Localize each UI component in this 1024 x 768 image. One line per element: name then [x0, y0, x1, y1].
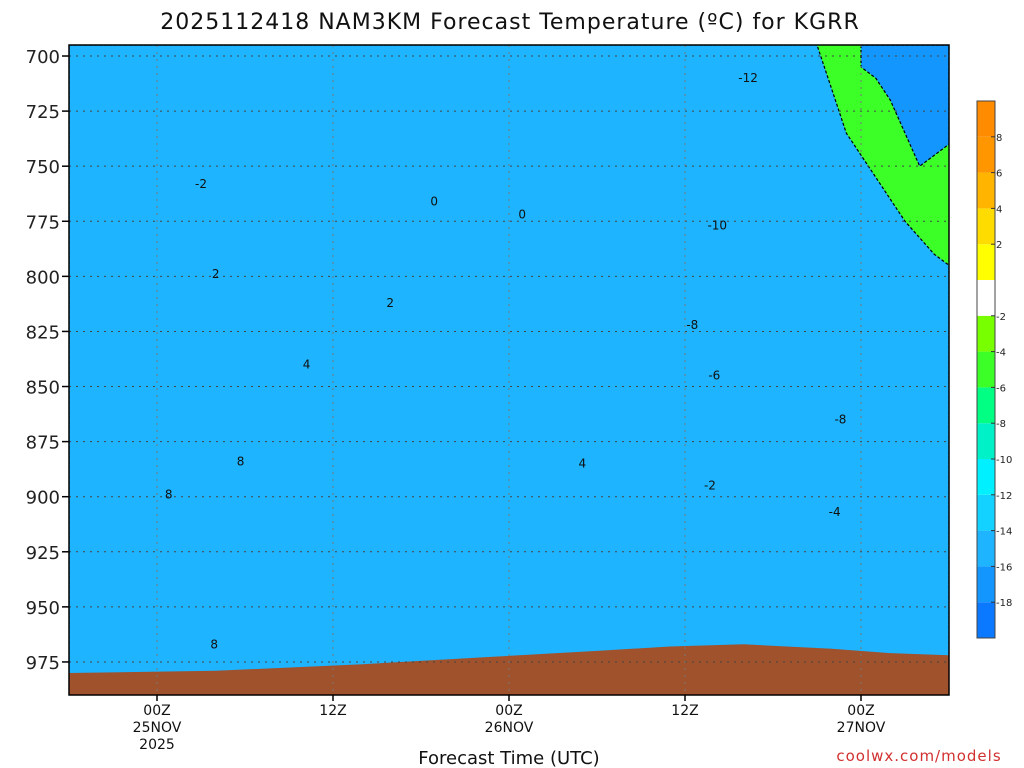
y-tick-label: 750	[26, 157, 60, 178]
colorbar-segment	[977, 172, 995, 209]
colorbar-tick-label: 6	[996, 169, 1002, 180]
band--14-to--12	[69, 45, 949, 695]
contour-label: -10	[707, 219, 727, 233]
colorbar-segment	[977, 387, 995, 424]
colorbar-segment	[977, 244, 995, 280]
colorbar-segment	[977, 208, 995, 245]
colorbar-segment	[977, 315, 995, 352]
contour-label: 0	[518, 208, 526, 222]
contour-label: -8	[834, 413, 846, 427]
colorbar-tick-label: -18	[996, 598, 1012, 609]
contour-label: 4	[579, 457, 587, 471]
credit-text: coolwx.com/models	[836, 747, 1001, 765]
colorbar-segment	[977, 351, 995, 388]
x-tick-label: 00Z	[495, 703, 522, 719]
y-tick-label: 950	[26, 598, 60, 619]
y-tick-label: 850	[26, 378, 60, 399]
x-tick-label: 27NOV	[837, 720, 886, 736]
colorbar-tick-label: -4	[996, 348, 1006, 359]
colorbar-tick-label: -6	[996, 383, 1006, 394]
y-tick-label: 825	[26, 322, 60, 343]
x-axis-label: Forecast Time (UTC)	[418, 748, 599, 768]
contour-label: -2	[704, 479, 716, 493]
temperature-bands	[69, 45, 949, 695]
colorbar-tick-label: -14	[996, 527, 1012, 538]
y-tick-label: 875	[26, 433, 60, 454]
x-tick-label: 12Z	[671, 703, 698, 719]
contour-label: 8	[237, 454, 245, 468]
y-tick-label: 725	[26, 102, 60, 123]
x-tick-label: 2025	[139, 737, 175, 753]
colorbar-tick-label: 2	[996, 240, 1002, 251]
contour-label: 8	[165, 487, 173, 501]
contour-label: -4	[829, 505, 841, 519]
contour-labels: -12 -2 0 0 -10 2 2 -8 4 -6 -8 8 4 -2 8 -4 8	[165, 71, 847, 651]
colorbar-frame	[976, 100, 996, 639]
contour-label: -6	[708, 369, 720, 383]
band--16-to--14	[860, 45, 949, 168]
colorbar-tick-label: 4	[996, 204, 1002, 215]
colorbar-segment	[977, 423, 995, 459]
colorbar-segment	[977, 136, 995, 173]
contour-label: -2	[195, 177, 207, 191]
colorbar-tick-label: -16	[996, 562, 1012, 573]
colorbar-segment	[977, 530, 995, 567]
x-tick-label: 00Z	[143, 703, 170, 719]
colorbar-tick-label: -10	[996, 455, 1012, 466]
contour-label: 4	[303, 357, 311, 371]
contour-label: 0	[430, 194, 438, 208]
contour-label: -8	[686, 318, 698, 332]
colorbar-segment	[977, 494, 995, 531]
x-tick-label: 12Z	[319, 703, 346, 719]
y-tick-label: 775	[26, 212, 60, 233]
y-tick-label: 975	[26, 653, 60, 674]
colorbar-tick-label: -8	[996, 419, 1006, 430]
colorbar-tick-label: -12	[996, 491, 1012, 502]
y-axis: 700 725 750 775 800 825 850 875 900 925 950 975	[26, 47, 69, 674]
y-tick-label: 900	[26, 488, 60, 509]
contour-label: 2	[386, 296, 394, 310]
colorbar-tick-label: -2	[996, 312, 1006, 323]
colorbar-segment	[977, 459, 995, 495]
colorbar-segment	[977, 280, 995, 316]
colorbar-segment	[977, 602, 995, 638]
x-tick-label: 00Z	[847, 703, 874, 719]
contour-label: 8	[210, 637, 218, 651]
x-tick-label: 25NOV	[133, 720, 182, 736]
contour-label: -12	[738, 71, 758, 85]
contour-label: 2	[212, 267, 220, 281]
colorbar-segment	[977, 566, 995, 603]
colorbar-tick-label: 8	[996, 133, 1002, 144]
y-tick-label: 700	[26, 47, 60, 68]
chart-title: 2025112418 NAM3KM Forecast Temperature (…	[160, 10, 859, 35]
colorbar-segment	[977, 101, 995, 137]
colorbar: -18 -16 -14 -12 -10 -8 -6 -4 -2 2 4 6 8	[976, 100, 1012, 639]
x-tick-label: 26NOV	[485, 720, 534, 736]
y-tick-label: 925	[26, 543, 60, 564]
y-tick-label: 800	[26, 267, 60, 288]
